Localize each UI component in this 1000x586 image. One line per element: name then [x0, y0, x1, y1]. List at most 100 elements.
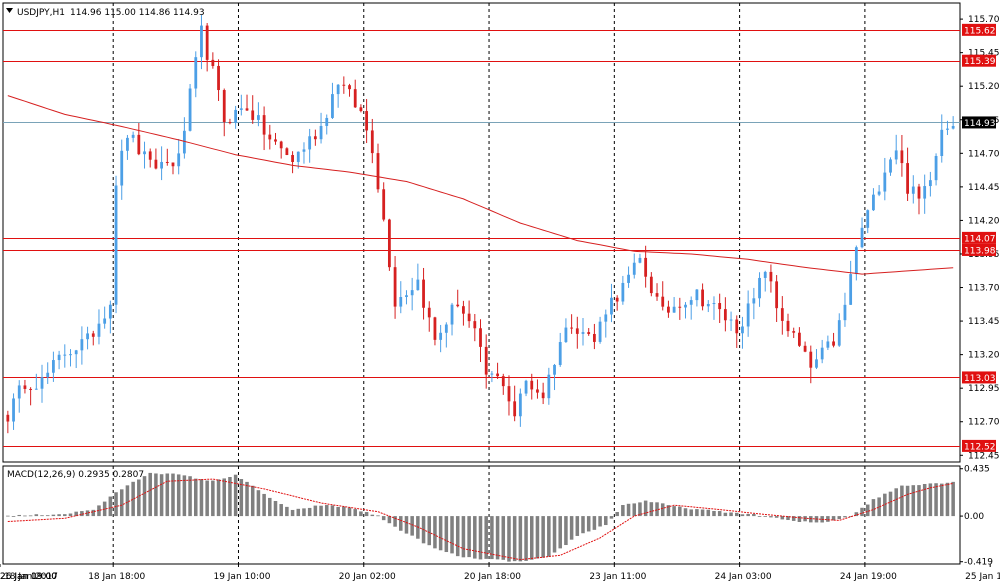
macd-bar — [336, 506, 340, 517]
bull-candle — [69, 354, 72, 356]
macd-bar — [148, 472, 152, 517]
macd-bar — [678, 506, 682, 517]
macd-bar — [171, 473, 175, 517]
macd-bar — [359, 511, 363, 517]
price-level-tag-label: 115.62 — [964, 26, 996, 36]
bull-candle — [746, 303, 750, 327]
bear-candle — [222, 90, 226, 123]
bear-candle — [274, 139, 277, 142]
macd-bar — [290, 509, 295, 517]
price-level-tag — [962, 231, 996, 244]
macd-bar — [922, 483, 927, 517]
macd-bar — [586, 516, 591, 532]
chart-menu-triangle-icon[interactable] — [6, 8, 13, 13]
bear-candle — [484, 346, 488, 375]
bull-candle — [74, 350, 78, 355]
bull-candle — [86, 333, 89, 340]
macd-bar — [199, 479, 204, 517]
bull-candle — [928, 180, 932, 187]
bull-candle — [815, 359, 818, 368]
bull-candle — [621, 282, 625, 302]
y-tick-label: 112.95 — [968, 384, 1000, 394]
bear-candle — [507, 386, 511, 402]
price-level-tag — [962, 439, 996, 452]
bear-candle — [348, 85, 351, 90]
macd-bar — [313, 505, 318, 517]
bear-candle — [809, 351, 813, 368]
macd-y-tick-label: 0.435 — [964, 465, 990, 475]
x-tick-label: 24 Jan 19:00 — [840, 572, 897, 582]
macd-label: MACD(12,26,9) 0.2935 0.2807 — [7, 470, 144, 480]
bull-candle — [416, 279, 420, 291]
bear-candle — [615, 297, 619, 302]
macd-bar — [364, 512, 369, 517]
macd-bar — [575, 516, 580, 536]
bear-candle — [906, 163, 909, 194]
macd-bar — [507, 516, 511, 562]
macd-bar — [757, 516, 762, 517]
macd-bar — [774, 516, 779, 518]
bear-candle — [171, 162, 175, 167]
bear-candle — [427, 307, 431, 318]
x-axis: 18 Jan 2017 18 Jan 18:00 19 Jan 10:00 20 Ja… — [0, 564, 1000, 582]
macd-bar — [80, 511, 84, 517]
macd-bar — [871, 499, 876, 517]
bear-candle — [262, 115, 266, 135]
macd-bar — [569, 516, 574, 540]
bear-candle — [786, 320, 790, 332]
macd-bar — [40, 515, 44, 517]
bull-candle — [877, 191, 881, 195]
macd-bar — [142, 476, 147, 517]
bear-candle — [456, 304, 460, 307]
macd-bar — [529, 516, 534, 560]
macd-bar — [119, 489, 124, 517]
price-level-tag — [962, 54, 996, 67]
macd-bar — [883, 493, 887, 517]
bull-candle — [729, 319, 733, 321]
bear-candle — [775, 281, 779, 309]
macd-bar — [256, 490, 261, 517]
macd-bar — [609, 516, 614, 519]
bear-candle — [228, 122, 232, 124]
macd-bar — [165, 473, 170, 517]
bear-candle — [592, 333, 596, 342]
price-level-tag-label: 113.03 — [964, 374, 996, 384]
bear-candle — [370, 130, 374, 154]
macd-bar — [672, 506, 676, 517]
x-tick-label: 25 Jan 11:00 — [965, 572, 1000, 582]
macd-bar — [740, 514, 745, 517]
macd-bar — [945, 482, 950, 517]
bear-candle — [900, 150, 904, 164]
bear-candle — [137, 134, 141, 155]
macd-bar — [108, 496, 113, 517]
macd-bar — [865, 504, 870, 517]
bear-candle — [735, 319, 739, 334]
bull-candle — [940, 129, 944, 156]
macd-bar — [712, 510, 716, 517]
bear-candle — [479, 328, 482, 347]
bear-candle — [217, 65, 220, 91]
bull-candle — [849, 274, 853, 305]
macd-bar — [592, 516, 597, 530]
bear-candle — [467, 313, 471, 322]
macd-bar — [717, 511, 722, 517]
macd-bar — [683, 508, 688, 517]
macd-bar — [626, 503, 631, 517]
bull-candle — [946, 128, 949, 130]
macd-bar — [159, 474, 164, 517]
bear-candle — [365, 111, 369, 131]
bull-candle — [57, 354, 61, 361]
macd-bar — [518, 516, 523, 562]
bull-candle — [103, 318, 107, 324]
macd-bar — [666, 505, 671, 517]
bear-candle — [723, 309, 727, 321]
macd-bar — [734, 512, 739, 517]
bull-candle — [114, 185, 118, 305]
last-price-tag-label: 114.93 — [964, 119, 996, 129]
macd-bar — [780, 516, 785, 520]
bull-candle — [695, 289, 699, 301]
price-level-tag-label: 113.98 — [964, 246, 996, 256]
moving-average-line — [7, 95, 954, 275]
bull-candle — [581, 332, 585, 334]
